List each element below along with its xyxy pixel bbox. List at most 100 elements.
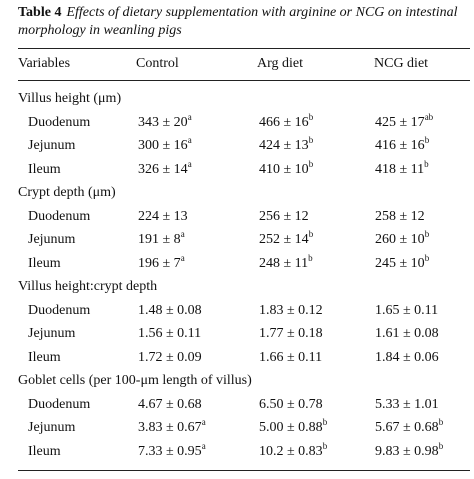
cell-value: 1.48 ± 0.08: [138, 302, 202, 318]
cell: 256 ± 12: [259, 208, 309, 226]
cell-value: 1.83 ± 0.12: [259, 302, 323, 318]
cell-superscript: ab: [424, 111, 434, 122]
row-label: Duodenum: [28, 114, 91, 130]
cell: 326 ± 14a: [138, 158, 192, 179]
cell: 416 ± 16b: [375, 135, 429, 155]
column-header: Arg diet: [257, 56, 304, 71]
row-label: Ileum: [28, 255, 61, 271]
cell: 1.72 ± 0.09: [138, 349, 202, 367]
cell-superscript: b: [424, 252, 430, 263]
row-label: Jejunum: [28, 232, 76, 247]
cell-superscript: a: [201, 417, 206, 427]
cell: 410 ± 10b: [259, 159, 313, 179]
cell-value: 425 ± 17: [375, 114, 425, 130]
cell: 343 ± 20a: [138, 111, 192, 132]
cell-value: 343 ± 20: [138, 114, 188, 130]
cell: 260 ± 10b: [375, 229, 430, 249]
cell-value: 3.83 ± 0.67: [138, 420, 202, 435]
column-header: Variables: [18, 56, 71, 71]
column-header: Control: [136, 56, 179, 71]
cell: 1.83 ± 0.12: [259, 302, 323, 320]
section-title: Crypt depth (μm): [18, 185, 116, 200]
cell-value: 326 ± 14: [138, 161, 188, 177]
cell-value: 256 ± 12: [259, 208, 309, 224]
cell-superscript: a: [187, 135, 192, 145]
cell: 224 ± 13: [138, 208, 188, 226]
cell-value: 5.67 ± 0.68: [375, 420, 439, 435]
cell: 6.50 ± 0.78: [259, 396, 323, 414]
cell: 1.84 ± 0.06: [375, 349, 439, 367]
cell: 9.83 ± 0.98b: [375, 441, 443, 461]
cell-value: 191 ± 8: [138, 232, 181, 247]
cell: 425 ± 17ab: [375, 111, 434, 132]
cell-value: 258 ± 12: [375, 208, 425, 224]
cell-superscript: a: [187, 158, 192, 169]
top-rule: [18, 48, 470, 49]
row-label: Jejunum: [28, 326, 76, 341]
cell-superscript: b: [322, 417, 328, 427]
section-title: Villus height:crypt depth: [18, 279, 158, 294]
cell: 5.67 ± 0.68b: [375, 417, 443, 437]
row-label: Jejunum: [28, 138, 76, 153]
column-header: NCG diet: [374, 56, 429, 71]
cell: 5.33 ± 1.01: [375, 396, 439, 414]
cell-value: 5.00 ± 0.88: [259, 420, 323, 435]
cell-superscript: b: [308, 229, 314, 239]
cell: 248 ± 11b: [259, 252, 313, 273]
row-label: Duodenum: [28, 302, 91, 318]
cell-superscript: b: [424, 229, 430, 239]
cell-superscript: b: [308, 252, 313, 263]
cell: 300 ± 16a: [138, 135, 192, 155]
cell-value: 4.67 ± 0.68: [138, 396, 202, 412]
caption-label: Table 4: [18, 5, 62, 20]
cell-value: 1.56 ± 0.11: [138, 326, 202, 341]
caption: Table 4 Effects of dietary supplementatio…: [18, 4, 468, 40]
cell-value: 300 ± 16: [138, 138, 188, 153]
row-label: Ileum: [28, 161, 61, 177]
cell-superscript: a: [180, 252, 185, 263]
cell: 245 ± 10b: [375, 252, 430, 273]
cell-value: 1.61 ± 0.08: [375, 326, 439, 341]
cell-value: 466 ± 16: [259, 114, 309, 130]
cell-value: 418 ± 11: [375, 161, 425, 177]
cell: 1.56 ± 0.11: [138, 325, 201, 343]
cell: 3.83 ± 0.67a: [138, 417, 206, 437]
cell-superscript: a: [201, 440, 206, 451]
cell-value: 5.33 ± 1.01: [375, 396, 439, 412]
cell-value: 9.83 ± 0.98: [375, 443, 439, 459]
cell: 7.33 ± 0.95a: [138, 440, 206, 461]
cell: 258 ± 12: [375, 208, 425, 226]
section-title: Goblet cells (per 100-μm length of villu…: [18, 373, 252, 388]
cell-value: 260 ± 10: [375, 232, 425, 247]
cell: 252 ± 14b: [259, 229, 314, 249]
cell-value: 224 ± 13: [138, 208, 188, 224]
cell-value: 196 ± 7: [138, 255, 181, 271]
caption-title: Effects of dietary supplementation with …: [18, 5, 458, 38]
cell-value: 1.66 ± 0.11: [259, 349, 323, 365]
row-label: Ileum: [28, 349, 61, 365]
cell-superscript: b: [308, 111, 314, 122]
cell-superscript: b: [322, 440, 328, 451]
header-rule: [18, 80, 470, 81]
cell: 5.00 ± 0.88b: [259, 417, 328, 437]
row-label: Ileum: [28, 443, 61, 459]
cell-superscript: a: [187, 111, 192, 122]
cell-value: 7.33 ± 0.95: [138, 443, 202, 459]
cell: 1.48 ± 0.08: [138, 302, 202, 320]
row-label: Duodenum: [28, 396, 91, 412]
cell-superscript: b: [308, 135, 314, 145]
cell: 1.61 ± 0.08: [375, 325, 439, 343]
cell-value: 6.50 ± 0.78: [259, 396, 323, 412]
cell: 1.66 ± 0.11: [259, 349, 322, 367]
cell: 4.67 ± 0.68: [138, 396, 202, 414]
cell: 424 ± 13b: [259, 135, 314, 155]
section-title: Villus height (μm): [18, 91, 122, 106]
cell-value: 416 ± 16: [375, 138, 425, 153]
cell: 10.2 ± 0.83b: [259, 440, 328, 461]
cell-superscript: b: [424, 158, 429, 169]
bottom-rule: [18, 470, 470, 471]
cell-value: 1.72 ± 0.09: [138, 349, 202, 365]
row-label: Duodenum: [28, 208, 91, 224]
cell: 191 ± 8a: [138, 229, 185, 249]
